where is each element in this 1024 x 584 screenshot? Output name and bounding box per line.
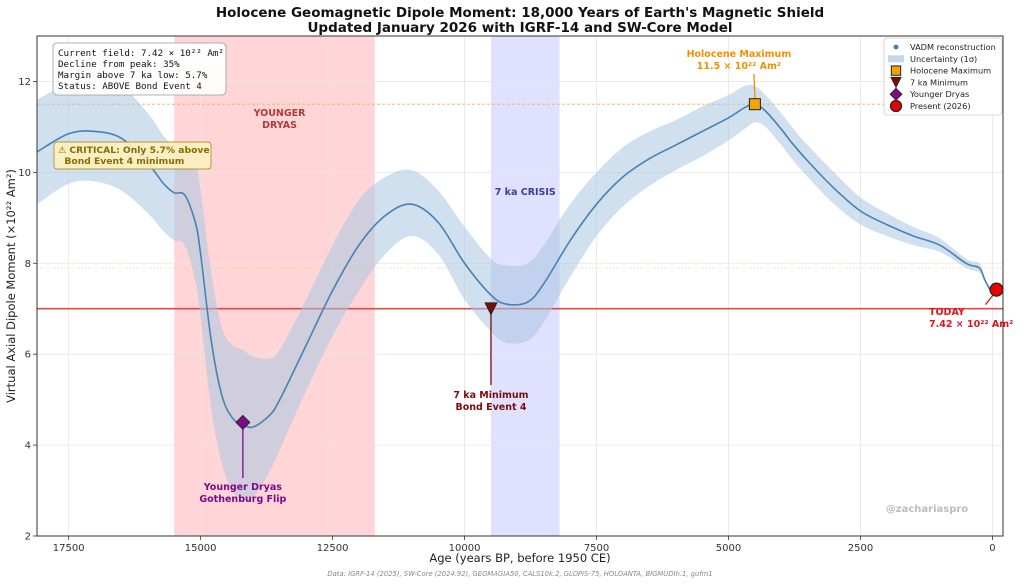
holocene-max-annotation-value: 11.5 × 10²² Am² [697,61,781,72]
7ka-min-annotation-line2: Bond Event 4 [455,402,526,413]
younger-dryas-annotation: Younger Dryas [203,482,282,493]
legend-entry-label: Younger Dryas [909,89,969,99]
y-tick-label: 2 [25,532,31,543]
legend-entry-label: 7 ka Minimum [910,77,968,87]
holocene-max-annotation: Holocene Maximum [687,49,792,60]
legend-swatch-vadm-icon [893,44,899,50]
annotation-connectors [242,73,994,478]
chart-title: Holocene Geomagnetic Dipole Moment: 18,0… [216,5,824,21]
y-tick-label: 8 [25,259,31,270]
info-status: Status: ABOVE Bond Event 4 [58,81,202,92]
today-annotation-value: 7.42 × 10²² Am² [929,319,1013,330]
legend: VADM reconstruction Uncertainty (1σ) Holoc… [883,37,1003,116]
critical-warning-line2: Bond Event 4 minimum [58,156,184,167]
plot-frame [36,35,1004,537]
uncertainty-band [37,81,990,501]
info-margin: Margin above 7 ka low: 5.7% [58,70,208,81]
legend-swatch-holocene-max-icon [890,65,902,76]
x-tick-label: 17500 [53,543,85,554]
present-marker [989,282,1003,297]
younger-dryas-region-label-line2: DRYAS [262,120,297,131]
x-tick-label: 12500 [317,543,349,554]
vadm-line [37,103,991,429]
x-tick-label: 2500 [848,543,873,554]
data-sources-footer: Data: IGRF-14 (2025), SW-Core (2024.92),… [327,570,712,578]
7ka-min-annotation: 7 ka Minimum [453,390,528,401]
y-tick-label: 4 [25,441,31,452]
info-box: Current field: 7.42 × 10²² Am² Decline f… [52,42,227,96]
critical-warning-box: ⚠ CRITICAL: Only 5.7% above Bond Event 4… [53,141,212,170]
x-tick-label: 0 [989,543,995,554]
watermark: @zachariaspro [886,504,969,515]
today-annotation: TODAY [929,307,965,318]
y-tick-label: 6 [25,350,31,361]
7ka-crisis-region-label: 7 ka CRISIS [495,187,556,198]
legend-entry-label: Uncertainty (1σ) [910,54,977,64]
plot-area [37,36,1003,536]
legend-entry-label: Present (2026) [910,101,971,111]
x-axis-label: Age (years BP, before 1950 CE) [429,551,610,565]
legend-swatch-7ka-min-icon [890,76,902,89]
chart-subtitle: Updated January 2026 with IGRF-14 and SW… [307,20,732,36]
info-current-field: Current field: 7.42 × 10²² Am² [58,48,224,59]
7ka-min-marker [484,302,498,316]
holocene-max-marker [748,98,761,111]
legend-swatch-uncertainty-icon [888,55,904,63]
today-connector [984,294,994,306]
x-tick-label: 10000 [449,543,481,554]
info-decline: Decline from peak: 35% [58,59,180,70]
y-tick-label: 10 [18,168,31,179]
legend-entry-label: Holocene Maximum [910,66,991,76]
critical-warning-line1: ⚠ CRITICAL: Only 5.7% above [58,145,210,156]
younger-dryas-region-label: YOUNGER [253,108,307,119]
legend-swatch-present-icon [889,99,903,113]
legend-entry-label: VADM reconstruction [910,42,996,52]
x-tick-label: 7500 [584,543,609,554]
younger-dryas-annotation-line2: Gothenburg Flip [199,494,286,505]
x-tick-label: 5000 [716,543,741,554]
younger-dryas-marker [235,414,251,430]
markers [235,98,1003,430]
y-axis-label: Virtual Axial Dipole Moment (×10²² Am²) [4,169,18,403]
x-axis: 17500 15000 12500 10000 7500 5000 2500 0 [53,536,996,554]
x-tick-label: 15000 [185,543,217,554]
holocene-max-connector [753,73,756,99]
y-tick-label: 12 [18,77,31,88]
y-axis: 2 4 6 8 10 12 [18,77,37,543]
